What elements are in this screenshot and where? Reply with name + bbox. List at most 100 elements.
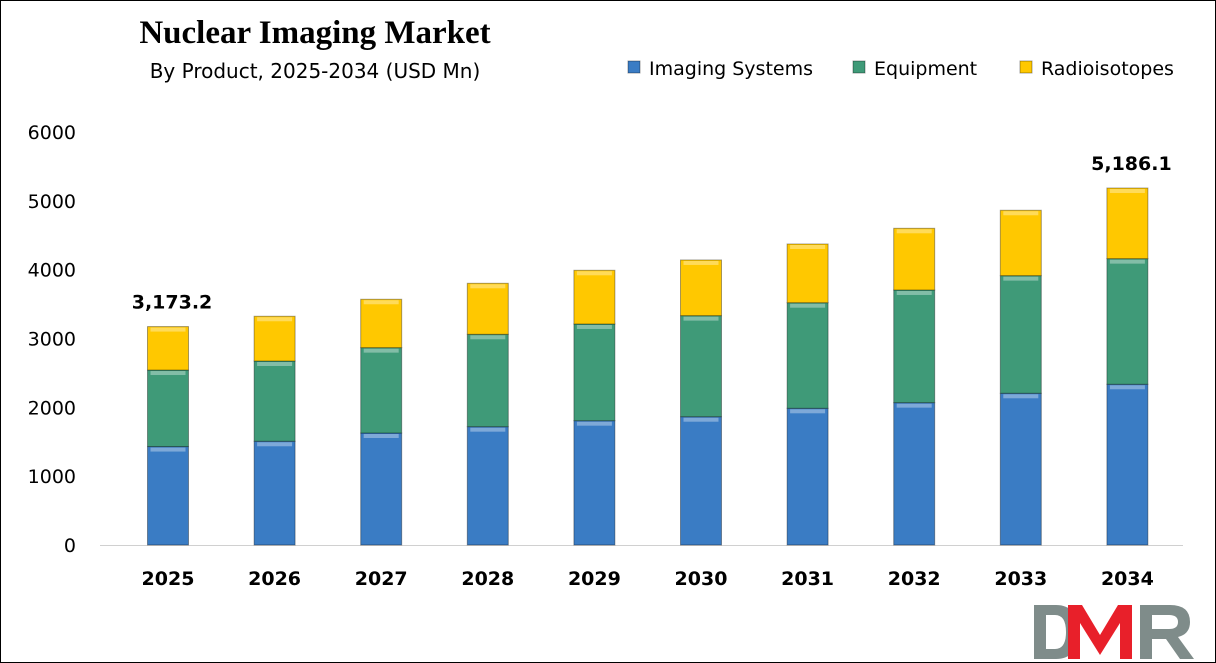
dmr-logo [1034, 605, 1194, 659]
bar-bevel-highlight [257, 442, 293, 447]
bar-stack-2027 [360, 298, 403, 546]
y-tick-label: 0 [64, 535, 76, 557]
bar-segment-equipment [147, 369, 189, 448]
bar-stack-2032 [893, 227, 936, 546]
bar-segment-radioisotopes [893, 227, 936, 291]
x-tick-label: 2031 [781, 568, 834, 590]
bar-segment-radioisotopes [147, 326, 189, 371]
bar-segment-imaging-systems [466, 426, 509, 546]
bar-segment-imaging-systems [253, 440, 296, 546]
x-tick-label: 2026 [248, 568, 301, 590]
bar-segment-radioisotopes [680, 259, 722, 317]
bar-stack-2031 [786, 243, 829, 546]
data-labels: 3,173.2 5,186.1 [132, 153, 1172, 314]
bar-segment-radioisotopes [253, 315, 296, 362]
bar-stack-2025 [147, 326, 189, 546]
bar-segment-imaging-systems [786, 407, 829, 546]
bar-bevel-highlight [1109, 385, 1145, 390]
bar-bevel-highlight [1109, 189, 1145, 194]
legend-swatch-icon [627, 60, 641, 74]
legend-item: Radioisotopes [1019, 58, 1174, 80]
x-tick-label: 2033 [994, 568, 1047, 590]
bar-bevel-highlight [576, 421, 612, 426]
legend-item: Imaging Systems [627, 58, 813, 80]
bar-bevel-highlight [363, 434, 399, 439]
bars [147, 187, 1149, 546]
bar-segment-equipment [360, 347, 403, 434]
x-axis: 2025 2026 2027 2028 2029 2030 2031 2032 2033 2034 [142, 568, 1154, 590]
legend-swatch-icon [1019, 60, 1033, 74]
bar-segment-equipment [786, 302, 829, 409]
legend-label: Imaging Systems [649, 58, 813, 80]
legend-label: Radioisotopes [1041, 58, 1174, 80]
bar-bevel-highlight [896, 403, 932, 408]
legend-swatch-icon [852, 60, 866, 74]
bar-bevel-highlight [896, 290, 932, 295]
bar-bevel-highlight [683, 260, 719, 265]
legend-label: Equipment [874, 58, 977, 80]
bar-bevel-highlight [363, 300, 399, 305]
bar-segment-imaging-systems [147, 446, 189, 546]
bar-segment-radioisotopes [1106, 187, 1149, 260]
bar-stack-2028 [466, 282, 509, 546]
bar-segment-radioisotopes [466, 282, 509, 335]
y-tick-label: 4000 [28, 260, 76, 282]
y-tick-label: 3000 [28, 329, 76, 351]
bar-bevel-highlight [150, 447, 186, 452]
y-tick-label: 5000 [28, 191, 76, 213]
bar-segment-equipment [893, 289, 936, 404]
bar-bevel-highlight [790, 409, 826, 414]
bar-stack-2026 [253, 315, 296, 546]
bar-bevel-highlight [576, 324, 612, 329]
x-tick-label: 2034 [1101, 568, 1154, 590]
x-tick-label: 2025 [142, 568, 195, 590]
bar-bevel-highlight [257, 317, 293, 322]
bar-bevel-highlight [363, 348, 399, 353]
bar-segment-imaging-systems [680, 416, 722, 546]
bar-segment-imaging-systems [893, 402, 936, 546]
x-tick-label: 2027 [355, 568, 408, 590]
y-tick-label: 1000 [28, 466, 76, 488]
bar-segment-equipment [253, 360, 296, 442]
bar-bevel-highlight [150, 327, 186, 332]
bar-bevel-highlight [1003, 211, 1039, 216]
chart-subtitle: By Product, 2025-2034 (USD Mn) [150, 59, 481, 83]
y-tick-label: 2000 [28, 397, 76, 419]
data-label: 3,173.2 [132, 292, 213, 314]
bar-segment-imaging-systems [1106, 383, 1149, 546]
bar-bevel-highlight [576, 271, 612, 276]
bar-bevel-highlight [683, 316, 719, 321]
bar-bevel-highlight [683, 417, 719, 422]
bar-segment-imaging-systems [573, 420, 616, 546]
bar-bevel-highlight [470, 335, 506, 340]
bar-bevel-highlight [1109, 259, 1145, 264]
bar-segment-radioisotopes [573, 269, 616, 325]
bar-bevel-highlight [470, 284, 506, 289]
bar-stack-2029 [573, 269, 616, 546]
data-label: 5,186.1 [1091, 153, 1172, 175]
y-axis: 0 1000 2000 3000 4000 5000 6000 [28, 122, 76, 557]
bar-segment-equipment [1106, 258, 1149, 385]
bar-bevel-highlight [1003, 276, 1039, 281]
x-tick-label: 2028 [461, 568, 514, 590]
bar-segment-imaging-systems [360, 432, 403, 546]
y-tick-label: 6000 [28, 122, 76, 144]
bar-stack-2034 [1106, 187, 1149, 546]
x-tick-label: 2030 [675, 568, 728, 590]
bar-bevel-highlight [150, 371, 186, 376]
bar-bevel-highlight [790, 244, 826, 249]
x-tick-label: 2029 [568, 568, 621, 590]
bar-bevel-highlight [1003, 394, 1039, 399]
bar-segment-equipment [999, 275, 1042, 394]
bar-stack-2033 [999, 209, 1042, 546]
bar-segment-equipment [573, 323, 616, 422]
legend-item: Equipment [852, 58, 977, 80]
chart-title: Nuclear Imaging Market [139, 15, 490, 51]
bar-segment-equipment [680, 315, 722, 418]
x-tick-label: 2032 [888, 568, 941, 590]
bar-bevel-highlight [257, 362, 293, 367]
bar-segment-radioisotopes [786, 243, 829, 304]
bar-segment-radioisotopes [360, 298, 403, 349]
